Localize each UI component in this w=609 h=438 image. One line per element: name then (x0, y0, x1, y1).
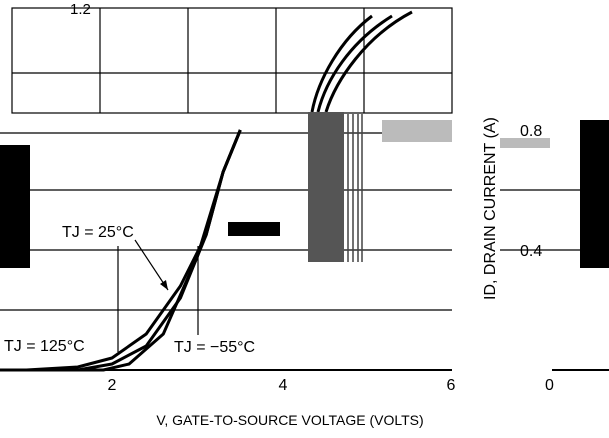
annotations: TJ = 25°C TJ = 125°C TJ = −55°C (4, 224, 255, 356)
x-tick-1: 4 (279, 377, 288, 394)
upper-curve-3 (324, 10, 413, 113)
artifact-block-gray (308, 112, 344, 262)
artifact-block-light (382, 120, 452, 142)
x-tick-0: 2 (108, 377, 117, 394)
series-layer (0, 129, 242, 372)
upper-plot-frame (11, 7, 453, 114)
annotation-tj-125: TJ = 125°C (4, 338, 85, 355)
y-tick-right-2: 0 (545, 377, 554, 394)
artifact-block-right-light (500, 138, 550, 148)
upper-curve-2 (316, 14, 393, 113)
annotation-leader-25 (134, 239, 169, 291)
annotation-arrowhead-25 (160, 280, 168, 290)
artifact-block-right (580, 120, 609, 268)
series-line-2 (0, 129, 242, 372)
artifact-block-left (0, 145, 30, 268)
x-axis-label: V, GATE-TO-SOURCE VOLTAGE (VOLTS) (156, 412, 423, 428)
annotation-tj-25: TJ = 25°C (62, 224, 134, 241)
upper-plot-border (11, 7, 453, 114)
y-tick-left-0: 1.2 (70, 1, 91, 18)
upper-curve-1 (310, 14, 373, 113)
y-tick-right-1: 0.4 (520, 243, 542, 260)
artifact-stripes (347, 114, 363, 262)
y-axis-label: ID, DRAIN CURRENT (A) (482, 117, 499, 300)
artifact-block-mid (228, 222, 280, 236)
annotation-tj-neg55: TJ = −55°C (174, 339, 255, 356)
y-tick-right-0: 0.8 (520, 123, 542, 140)
x-tick-2: 6 (447, 377, 456, 394)
